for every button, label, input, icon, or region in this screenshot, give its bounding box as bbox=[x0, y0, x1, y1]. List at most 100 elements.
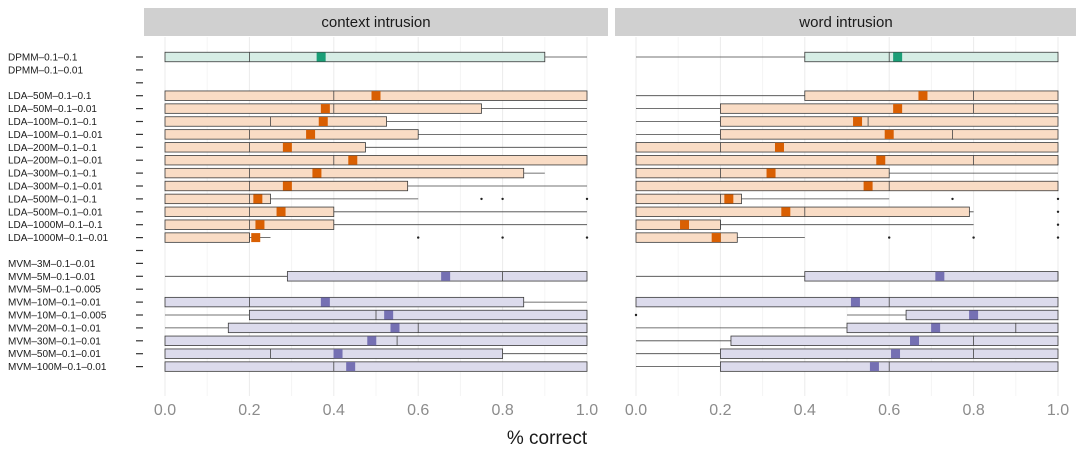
x-tick-labels: 0.0 0.2 0.4 0.6 0.8 1.0 0.0 0.2 0.4 0.6 0.8 1.0 bbox=[154, 402, 1069, 419]
x-tick-label: 1.0 bbox=[576, 402, 598, 419]
mean-marker bbox=[320, 297, 330, 307]
box bbox=[635, 206, 970, 217]
panel-strip-label: context intrusion bbox=[321, 14, 430, 31]
box bbox=[164, 155, 588, 166]
mean-marker bbox=[346, 362, 356, 372]
mean-marker bbox=[316, 52, 326, 62]
box bbox=[635, 180, 1059, 192]
x-tick-label: 0.4 bbox=[323, 402, 345, 419]
row-label: MVM–10M–0.1–0.01 bbox=[8, 298, 101, 309]
mean-marker bbox=[781, 207, 791, 217]
mean-marker bbox=[766, 168, 776, 178]
box bbox=[730, 335, 1059, 346]
box bbox=[635, 232, 738, 243]
mean-marker bbox=[869, 362, 879, 372]
row-label: DPMM–0.1–0.01 bbox=[8, 65, 83, 76]
box bbox=[164, 142, 366, 153]
outlier-point bbox=[1056, 223, 1060, 226]
box bbox=[635, 296, 1059, 308]
row-label: LDA–50M–0.1–0.01 bbox=[8, 104, 97, 115]
box bbox=[248, 309, 588, 321]
x-tick-label: 0.2 bbox=[238, 402, 260, 419]
mean-marker bbox=[251, 233, 261, 243]
panel-strip-bg bbox=[615, 8, 1076, 36]
x-tick-label: 0.4 bbox=[794, 402, 816, 419]
box bbox=[164, 51, 546, 63]
mean-marker bbox=[255, 220, 265, 230]
mean-marker bbox=[931, 323, 941, 333]
mean-marker bbox=[969, 310, 979, 320]
mean-marker bbox=[891, 349, 901, 359]
row-label: LDA–500M–0.1–0.01 bbox=[8, 207, 103, 218]
mean-marker bbox=[441, 271, 451, 281]
row-label: LDA–200M–0.1–0.1 bbox=[8, 143, 97, 154]
box bbox=[227, 322, 588, 334]
outlier-point bbox=[1056, 236, 1060, 239]
outlier-point bbox=[888, 236, 891, 239]
box bbox=[164, 361, 588, 372]
outlier-point bbox=[585, 197, 589, 201]
row-label: MVM–5M–0.1–0.005 bbox=[8, 285, 101, 296]
row-label: LDA–300M–0.1–0.1 bbox=[8, 169, 97, 180]
mean-marker bbox=[680, 220, 690, 230]
row-label: LDA–500M–0.1–0.1 bbox=[8, 194, 97, 205]
panel-strip-label: word intrusion bbox=[798, 14, 892, 31]
x-tick-label: 0.8 bbox=[962, 402, 984, 419]
box bbox=[905, 309, 1059, 321]
x-tick-label: 0.2 bbox=[709, 402, 731, 419]
row-label: LDA–1000M–0.1–0.01 bbox=[8, 233, 109, 244]
x-tick-label: 0.0 bbox=[625, 402, 647, 419]
row-label: MVM–100M–0.1–0.01 bbox=[8, 362, 107, 373]
box bbox=[846, 322, 1059, 334]
x-tick-label: 0.6 bbox=[407, 402, 429, 419]
outlier-point bbox=[480, 197, 483, 201]
mean-marker bbox=[312, 168, 322, 178]
box bbox=[635, 219, 721, 230]
mean-marker bbox=[935, 271, 945, 281]
mean-marker bbox=[893, 104, 903, 114]
row-label: MVM–3M–0.1–0.01 bbox=[8, 259, 96, 270]
mean-marker bbox=[893, 52, 903, 62]
mean-marker bbox=[282, 142, 292, 152]
outlier-point bbox=[1056, 197, 1060, 201]
mean-marker bbox=[918, 91, 928, 101]
row-label: LDA–1000M–0.1–0.1 bbox=[8, 220, 103, 231]
box bbox=[635, 193, 742, 205]
outlier-point bbox=[585, 236, 589, 239]
mean-marker bbox=[850, 297, 860, 307]
mean-marker bbox=[367, 336, 377, 346]
box bbox=[720, 103, 1059, 114]
mean-marker bbox=[711, 233, 721, 243]
box bbox=[804, 51, 1059, 63]
box bbox=[804, 271, 1059, 282]
box bbox=[164, 296, 525, 308]
outlier-point bbox=[972, 236, 975, 239]
mean-marker bbox=[390, 323, 400, 333]
mean-marker bbox=[282, 181, 292, 191]
box bbox=[804, 90, 1059, 101]
mean-marker bbox=[348, 155, 358, 165]
mean-marker bbox=[863, 181, 873, 191]
box bbox=[164, 193, 271, 205]
row-label: MVM–20M–0.1–0.01 bbox=[8, 323, 101, 334]
row-label: MVM–50M–0.1–0.01 bbox=[8, 349, 101, 360]
mean-marker bbox=[774, 142, 784, 152]
box bbox=[164, 232, 250, 243]
row-label: LDA–50M–0.1–0.1 bbox=[8, 91, 92, 102]
mean-marker bbox=[333, 349, 343, 359]
box bbox=[635, 142, 1059, 153]
outlier-point bbox=[634, 313, 638, 317]
row-label: DPMM–0.1–0.1 bbox=[8, 53, 78, 64]
outlier-point bbox=[1056, 210, 1060, 213]
x-axis-title: % correct bbox=[507, 428, 588, 449]
mean-marker bbox=[253, 194, 263, 204]
box bbox=[720, 116, 1059, 127]
mean-marker bbox=[910, 336, 920, 346]
outlier-point bbox=[951, 197, 954, 201]
mean-marker bbox=[371, 91, 381, 101]
x-tick-label: 0.0 bbox=[154, 402, 176, 419]
box bbox=[164, 167, 525, 179]
mean-marker bbox=[884, 129, 894, 139]
